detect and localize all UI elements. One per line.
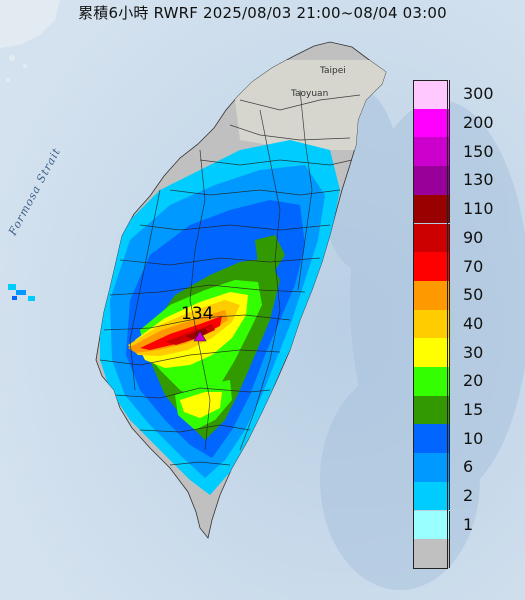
max-rainfall-value: 134 xyxy=(181,304,214,324)
legend-swatch xyxy=(413,481,450,511)
legend-swatch xyxy=(413,137,450,167)
legend-label: 10 xyxy=(463,428,484,448)
legend-label: 20 xyxy=(463,371,484,391)
legend-swatch xyxy=(413,453,450,482)
legend-swatch xyxy=(413,338,450,367)
legend-swatch xyxy=(413,252,450,281)
legend-swatch xyxy=(413,194,450,224)
max-rainfall-marker xyxy=(193,330,207,342)
rainfall-legend: 300 200 150 130 110 90 70 50 40 30 20 15 10 6 2 1 xyxy=(413,80,523,570)
legend-swatch xyxy=(413,367,450,396)
legend-swatch xyxy=(413,80,450,109)
legend-label: 15 xyxy=(463,400,484,420)
legend-label: 200 xyxy=(463,113,494,133)
legend-swatch xyxy=(413,539,450,568)
legend-swatch xyxy=(413,223,450,253)
legend-label: 150 xyxy=(463,141,494,161)
china-coast xyxy=(0,0,60,82)
legend-label: 2 xyxy=(463,486,474,506)
legend-swatch xyxy=(413,424,450,454)
legend-label: 6 xyxy=(463,457,474,477)
map-title: 累積6小時 RWRF 2025/08/03 21:00~08/04 03:00 xyxy=(78,4,447,22)
legend-label: 1 xyxy=(463,514,474,534)
legend-label: 300 xyxy=(463,84,494,104)
legend-label: 40 xyxy=(463,313,484,333)
legend-swatch xyxy=(413,108,450,138)
legend-label: 130 xyxy=(463,170,494,190)
admin-boundaries xyxy=(99,89,361,466)
legend-swatch xyxy=(413,166,450,195)
penghu-rain xyxy=(8,284,35,301)
city-label-taipei: Taipei xyxy=(320,66,346,76)
legend-swatch xyxy=(413,309,450,339)
legend-label: 30 xyxy=(463,342,484,362)
legend-swatch xyxy=(413,280,450,310)
legend-label: 110 xyxy=(463,199,494,219)
legend-label: 90 xyxy=(463,227,484,247)
rainfall-field xyxy=(100,60,386,495)
legend-label: 70 xyxy=(463,256,484,276)
legend-swatch xyxy=(413,510,450,540)
legend-label: 50 xyxy=(463,285,484,305)
city-label-taoyuan: Taoyuan xyxy=(291,89,329,99)
legend-swatch xyxy=(413,395,450,425)
